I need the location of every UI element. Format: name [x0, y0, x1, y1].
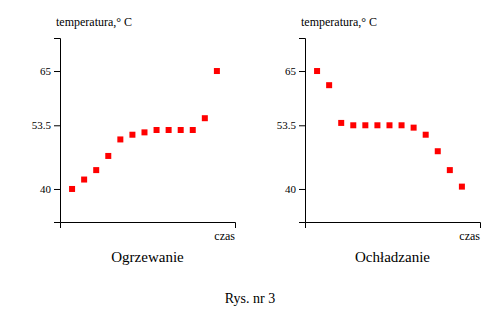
chart-title: Ogrzewanie	[111, 249, 184, 265]
tick-mark	[54, 125, 60, 126]
tick-mark	[54, 71, 60, 72]
point	[166, 127, 172, 133]
point	[69, 186, 75, 192]
chart: 40 53.5 65 temperatura,° C czas Ogrzewanie 40 5…	[0, 0, 500, 320]
panel: 40 53.5 65 temperatura,° C czas Ochładzanie	[277, 15, 481, 265]
point	[81, 177, 87, 183]
point	[202, 115, 208, 121]
tick: 53.5	[32, 119, 60, 131]
tick-label: 53.5	[32, 119, 52, 131]
tick: 40	[285, 183, 305, 195]
point	[350, 122, 356, 128]
point	[423, 132, 429, 138]
point	[190, 127, 196, 133]
point	[117, 136, 123, 142]
axis-line	[306, 223, 481, 229]
axis-line	[54, 39, 61, 223]
point	[338, 120, 344, 126]
chart-title: Ochładzanie	[355, 249, 430, 265]
tick: 53.5	[277, 119, 305, 131]
x-axis	[306, 223, 481, 229]
y-axis-title: temperatura,° C	[56, 15, 132, 29]
y-axis: 40 53.5 65	[32, 39, 61, 223]
x-axis-title: czas	[214, 229, 235, 243]
y-axis-title: temperatura,° C	[301, 15, 377, 29]
points	[69, 68, 220, 192]
panel: 40 53.5 65 temperatura,° C czas Ogrzewanie	[32, 15, 236, 265]
tick: 40	[40, 183, 60, 195]
point	[362, 122, 368, 128]
point	[411, 125, 417, 131]
point	[314, 68, 320, 74]
tick: 65	[40, 65, 60, 77]
point	[399, 122, 405, 128]
tick-label: 65	[40, 65, 52, 77]
point	[105, 153, 111, 159]
tick-mark	[299, 189, 305, 190]
point	[326, 82, 332, 88]
point	[154, 127, 160, 133]
tick-label: 65	[285, 65, 297, 77]
x-axis-title: czas	[459, 229, 480, 243]
tick-label: 53.5	[277, 119, 297, 131]
point	[374, 122, 380, 128]
tick-label: 40	[285, 183, 297, 195]
tick-mark	[299, 125, 305, 126]
tick: 65	[285, 65, 305, 77]
tick-mark	[299, 71, 305, 72]
tick-mark	[54, 189, 60, 190]
point	[141, 129, 147, 135]
points	[314, 68, 465, 190]
point	[93, 167, 99, 173]
point	[435, 148, 441, 154]
figure-title: Rys. nr 3	[225, 291, 275, 306]
point	[459, 184, 465, 190]
point	[178, 127, 184, 133]
x-axis	[61, 223, 236, 229]
point	[447, 167, 453, 173]
point	[129, 132, 135, 138]
y-axis: 40 53.5 65	[277, 39, 306, 223]
tick-label: 40	[40, 183, 52, 195]
axis-line	[299, 39, 306, 223]
point	[214, 68, 220, 74]
point	[386, 122, 392, 128]
axis-line	[61, 223, 236, 229]
